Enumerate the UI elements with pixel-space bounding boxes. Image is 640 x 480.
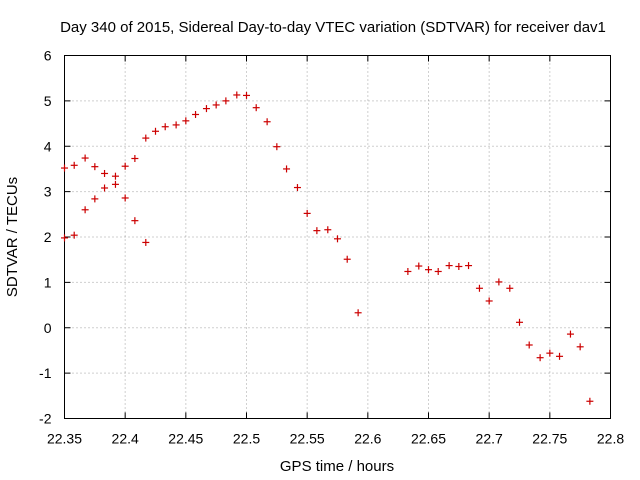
data-point xyxy=(313,227,321,235)
data-point xyxy=(263,118,271,126)
data-point xyxy=(434,267,442,275)
y-tick-label: 2 xyxy=(44,229,52,245)
data-point xyxy=(212,101,220,109)
data-point xyxy=(222,97,230,105)
y-tick-labels: -2 -1 0 1 2 3 4 5 6 xyxy=(39,48,52,427)
data-point xyxy=(506,284,514,292)
x-tick-label: 22.4 xyxy=(112,431,139,447)
data-point xyxy=(243,91,250,99)
data-points xyxy=(61,91,594,405)
data-point xyxy=(546,349,554,357)
data-point xyxy=(101,169,109,177)
data-point xyxy=(81,206,89,214)
x-tick-label: 22.8 xyxy=(597,431,624,447)
y-tick-label: 6 xyxy=(44,48,52,64)
data-point xyxy=(252,104,260,112)
y-tick-label: -2 xyxy=(39,411,52,427)
x-tick-labels: 22.35 22.4 22.45 22.5 22.55 22.6 22.65 22.7 22.7… xyxy=(47,431,624,447)
data-point xyxy=(283,165,291,173)
data-point xyxy=(576,343,584,351)
x-tick-label: 22.7 xyxy=(476,431,503,447)
x-tick-label: 22.45 xyxy=(168,431,203,447)
y-tick-label: 5 xyxy=(44,93,52,109)
x-tick-label: 22.55 xyxy=(290,431,325,447)
data-point xyxy=(536,354,544,362)
y-tick-label: 4 xyxy=(44,138,52,154)
data-point xyxy=(475,284,483,292)
data-point xyxy=(415,262,423,270)
data-point xyxy=(111,172,119,180)
data-point xyxy=(70,161,78,169)
data-point xyxy=(91,163,99,171)
data-point xyxy=(131,155,139,163)
data-point xyxy=(445,262,453,270)
data-point xyxy=(121,194,129,202)
x-axis-label: GPS time / hours xyxy=(280,458,394,475)
y-tick-label: 1 xyxy=(44,274,52,290)
chart-title: Day 340 of 2015, Sidereal Day-to-day VTE… xyxy=(60,19,606,36)
data-point xyxy=(142,134,150,142)
data-point xyxy=(586,397,594,405)
data-point xyxy=(202,105,210,113)
y-tick-label: -1 xyxy=(39,365,52,381)
data-point xyxy=(485,297,493,305)
data-point xyxy=(556,352,564,360)
data-point xyxy=(354,309,362,317)
data-point xyxy=(324,226,332,234)
data-point xyxy=(192,110,200,118)
x-tick-label: 22.6 xyxy=(354,431,381,447)
data-point xyxy=(61,164,68,172)
data-point xyxy=(273,143,281,151)
data-point xyxy=(425,266,432,274)
data-point xyxy=(152,127,159,135)
data-point xyxy=(525,341,533,349)
data-point xyxy=(465,262,473,270)
data-point xyxy=(404,267,412,275)
data-point xyxy=(91,195,99,203)
data-point xyxy=(172,121,180,129)
x-tick-label: 22.75 xyxy=(532,431,567,447)
data-point xyxy=(182,117,190,125)
data-point xyxy=(131,217,139,225)
data-point xyxy=(142,238,150,246)
data-point xyxy=(61,234,68,242)
data-point xyxy=(455,262,463,270)
data-point xyxy=(303,209,311,217)
y-tick-label: 0 xyxy=(44,320,52,336)
data-point xyxy=(161,123,169,131)
data-point xyxy=(495,278,503,286)
data-point xyxy=(334,235,341,243)
data-point xyxy=(121,162,129,170)
data-point xyxy=(81,154,89,162)
data-point xyxy=(566,330,574,338)
data-point xyxy=(111,180,119,188)
x-tick-label: 22.35 xyxy=(47,431,82,447)
data-point xyxy=(70,231,78,239)
axis-ticks xyxy=(64,55,611,419)
data-point xyxy=(101,184,109,192)
y-axis-label: SDTVAR / TECUs xyxy=(4,177,21,297)
data-point xyxy=(516,318,523,326)
y-tick-label: 3 xyxy=(44,184,52,200)
data-point xyxy=(233,91,241,99)
data-point xyxy=(343,255,351,263)
x-tick-label: 22.5 xyxy=(233,431,260,447)
x-tick-label: 22.65 xyxy=(411,431,446,447)
data-point xyxy=(293,184,301,192)
